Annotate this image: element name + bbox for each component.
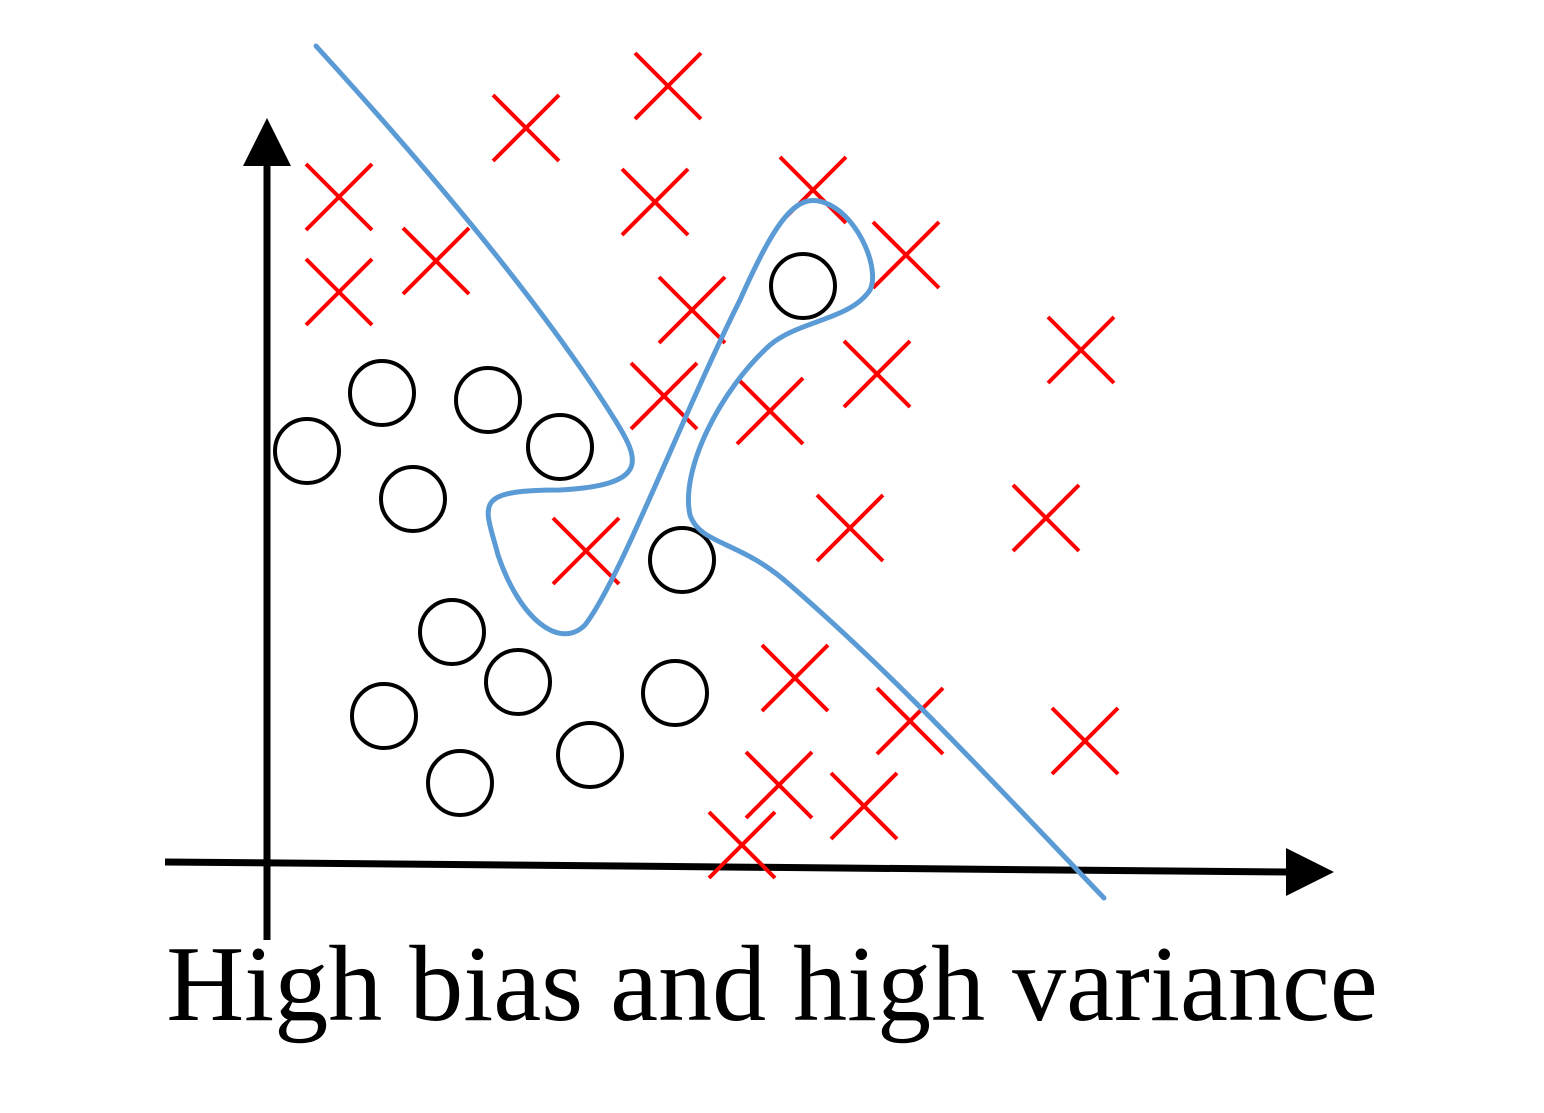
class-o-point <box>348 359 416 427</box>
class-x-point <box>829 771 899 841</box>
class-x-point <box>815 493 885 563</box>
class-o-point <box>426 749 494 817</box>
class-o-point <box>454 366 522 434</box>
class-o-point <box>418 598 486 666</box>
class-o-point <box>556 721 624 789</box>
class-x-point <box>1046 315 1116 385</box>
decision-boundary-left <box>313 43 1107 901</box>
class-o-points <box>273 252 837 817</box>
class-x-point <box>744 750 814 820</box>
class-x-point <box>1050 706 1120 776</box>
class-x-point <box>842 339 912 409</box>
y-axis-arrow-icon <box>243 118 291 166</box>
class-o-point <box>484 648 552 716</box>
class-x-point <box>871 220 941 290</box>
class-x-point <box>707 810 777 880</box>
class-x-point <box>620 167 690 237</box>
class-x-point <box>735 376 805 446</box>
decision-boundaries <box>313 43 1107 901</box>
class-x-point <box>304 162 374 232</box>
class-x-point <box>491 93 561 163</box>
diagram-caption: High bias and high variance <box>166 925 1378 1044</box>
axes <box>164 118 1334 940</box>
class-x-point <box>401 226 471 296</box>
class-x-point <box>633 51 703 121</box>
class-o-point <box>350 682 418 750</box>
class-x-point <box>657 275 727 345</box>
class-o-point <box>648 526 716 594</box>
class-x-point <box>304 257 374 327</box>
class-o-point <box>641 659 709 727</box>
class-x-point <box>551 516 621 586</box>
class-x-point <box>875 686 945 756</box>
x-axis-arrow-icon <box>1286 848 1334 896</box>
x-axis <box>164 858 1291 876</box>
class-o-point <box>526 413 594 481</box>
class-o-point <box>379 465 447 533</box>
class-o-point <box>273 417 341 485</box>
class-x-point <box>1011 483 1081 553</box>
class-x-points <box>304 51 1120 880</box>
class-x-point <box>760 643 830 713</box>
class-o-point <box>769 252 837 320</box>
